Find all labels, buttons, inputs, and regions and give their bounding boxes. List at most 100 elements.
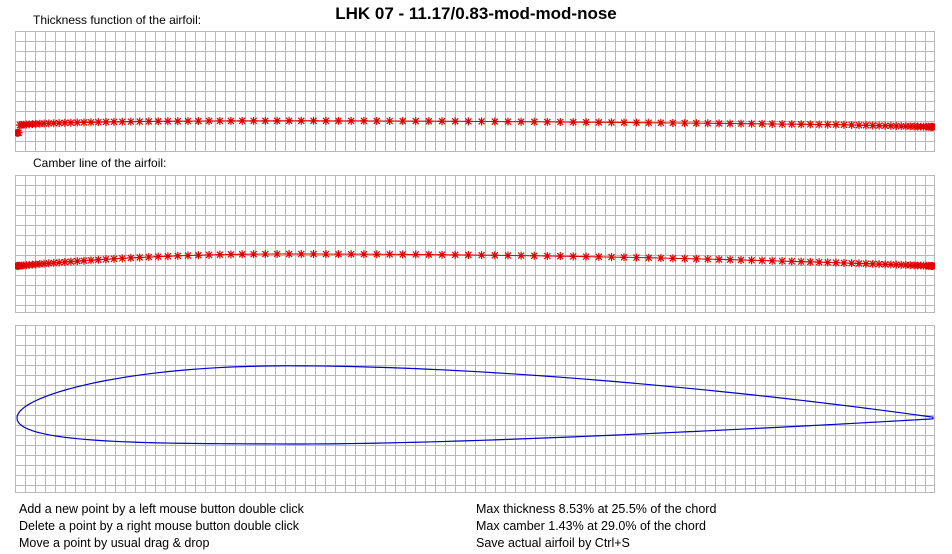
control-point[interactable] — [881, 121, 890, 130]
control-point[interactable] — [398, 250, 407, 259]
control-point[interactable] — [44, 119, 53, 128]
control-point[interactable] — [285, 116, 294, 125]
control-point[interactable] — [194, 251, 203, 260]
control-point[interactable] — [569, 118, 578, 127]
control-point[interactable] — [692, 119, 701, 128]
control-point[interactable] — [173, 251, 182, 260]
control-point[interactable] — [929, 122, 935, 131]
control-point[interactable] — [118, 117, 127, 126]
control-point[interactable] — [747, 256, 756, 265]
control-point[interactable] — [205, 116, 214, 125]
control-point[interactable] — [530, 251, 539, 260]
control-point[interactable] — [490, 251, 499, 260]
control-point[interactable] — [556, 252, 565, 261]
control-point[interactable] — [249, 116, 258, 125]
control-point[interactable] — [875, 260, 884, 269]
control-point[interactable] — [60, 258, 69, 267]
control-point[interactable] — [892, 122, 901, 131]
control-point[interactable] — [806, 257, 815, 266]
camber-control-points[interactable] — [15, 250, 935, 270]
control-point[interactable] — [347, 250, 356, 259]
control-point[interactable] — [438, 250, 447, 259]
control-point[interactable] — [154, 252, 163, 261]
control-point[interactable] — [517, 251, 526, 260]
control-point[interactable] — [66, 118, 75, 127]
control-point[interactable] — [144, 253, 153, 262]
control-point[interactable] — [787, 120, 796, 129]
control-point[interactable] — [787, 257, 796, 266]
control-point[interactable] — [503, 251, 512, 260]
control-point[interactable] — [632, 253, 641, 262]
control-point[interactable] — [569, 252, 578, 261]
control-point[interactable] — [226, 116, 235, 125]
control-point[interactable] — [110, 254, 119, 263]
control-point[interactable] — [309, 250, 318, 259]
control-point[interactable] — [347, 116, 356, 125]
camber-line-editor[interactable] — [15, 175, 935, 313]
control-point[interactable] — [620, 118, 629, 127]
control-point[interactable] — [15, 128, 23, 137]
control-point[interactable] — [163, 117, 172, 126]
control-point[interactable] — [901, 261, 910, 270]
control-point[interactable] — [854, 259, 863, 268]
control-point[interactable] — [868, 259, 877, 268]
control-point[interactable] — [726, 119, 735, 128]
control-point[interactable] — [163, 252, 172, 261]
control-point[interactable] — [359, 250, 368, 259]
control-point[interactable] — [372, 116, 381, 125]
control-point[interactable] — [118, 254, 127, 263]
control-point[interactable] — [424, 250, 433, 259]
control-point[interactable] — [517, 117, 526, 126]
control-point[interactable] — [594, 252, 603, 261]
control-point[interactable] — [703, 255, 712, 264]
control-point[interactable] — [632, 118, 641, 127]
control-point[interactable] — [862, 259, 871, 268]
control-point[interactable] — [261, 116, 270, 125]
control-point[interactable] — [530, 117, 539, 126]
control-point[interactable] — [668, 118, 677, 127]
control-point[interactable] — [102, 255, 111, 264]
control-point[interactable] — [87, 118, 96, 127]
control-point[interactable] — [79, 118, 88, 127]
control-point[interactable] — [758, 119, 767, 128]
control-point[interactable] — [726, 255, 735, 264]
control-point[interactable] — [226, 250, 235, 259]
control-point[interactable] — [385, 250, 394, 259]
control-point[interactable] — [60, 118, 69, 127]
control-point[interactable] — [194, 117, 203, 126]
control-point[interactable] — [594, 118, 603, 127]
control-point[interactable] — [490, 117, 499, 126]
control-point[interactable] — [297, 250, 306, 259]
control-point[interactable] — [79, 256, 88, 265]
control-point[interactable] — [49, 258, 58, 267]
control-point[interactable] — [334, 116, 343, 125]
control-point[interactable] — [680, 119, 689, 128]
control-point[interactable] — [886, 260, 895, 269]
control-point[interactable] — [44, 259, 53, 268]
control-point[interactable] — [839, 258, 848, 267]
control-point[interactable] — [40, 259, 49, 268]
control-point[interactable] — [321, 250, 330, 259]
control-point[interactable] — [73, 118, 82, 127]
control-point[interactable] — [736, 119, 745, 128]
control-point[interactable] — [831, 120, 840, 129]
control-point[interactable] — [94, 255, 103, 264]
control-point[interactable] — [126, 117, 135, 126]
control-point[interactable] — [897, 260, 906, 269]
control-point[interactable] — [607, 118, 616, 127]
control-point[interactable] — [238, 116, 247, 125]
control-point[interactable] — [411, 117, 420, 126]
control-point[interactable] — [66, 257, 75, 266]
control-point[interactable] — [806, 120, 815, 129]
control-point[interactable] — [582, 252, 591, 261]
control-point[interactable] — [747, 119, 756, 128]
control-point[interactable] — [881, 260, 890, 269]
control-point[interactable] — [831, 258, 840, 267]
control-point[interactable] — [398, 117, 407, 126]
control-point[interactable] — [464, 250, 473, 259]
control-point[interactable] — [35, 260, 44, 269]
control-point[interactable] — [261, 250, 270, 259]
control-point[interactable] — [477, 117, 486, 126]
control-point[interactable] — [778, 257, 787, 266]
control-point[interactable] — [556, 117, 565, 126]
